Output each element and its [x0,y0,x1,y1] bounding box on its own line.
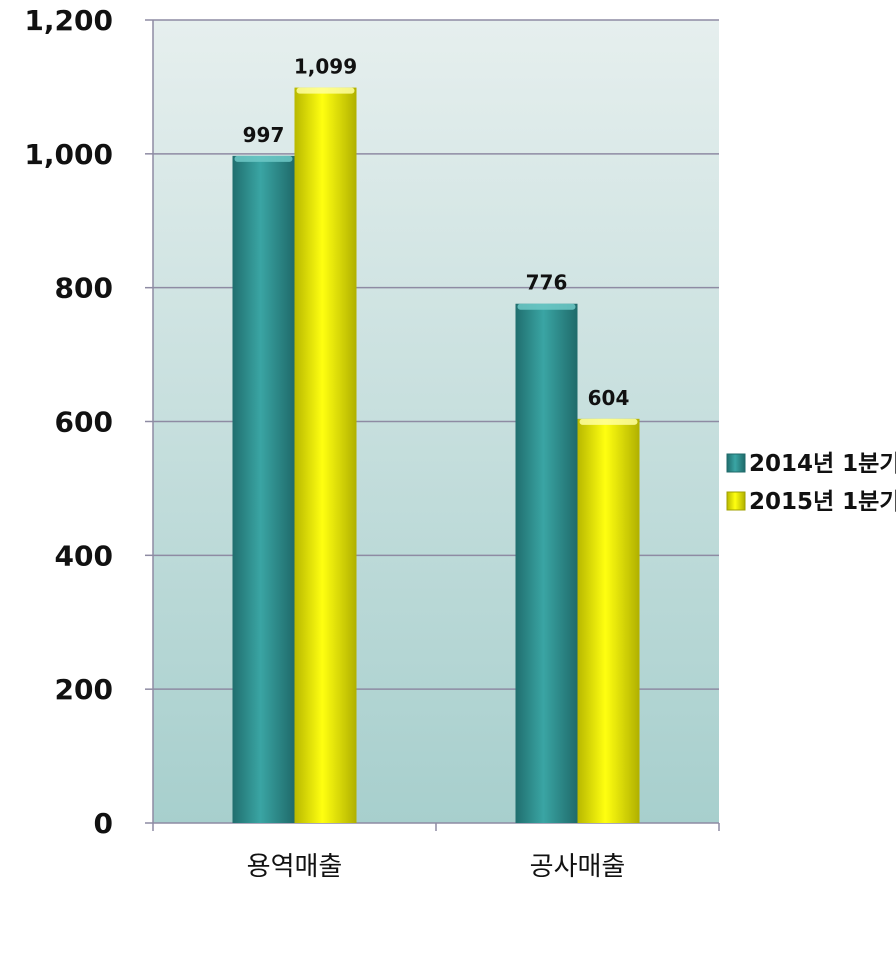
y-tick-label: 600 [55,406,113,439]
bar-top-bevel [296,87,355,94]
bar-body [515,303,578,823]
x-tick-label: 공사매출 [530,852,626,882]
y-tick-label: 400 [55,539,113,572]
bar-top-bevel [234,155,293,162]
bar-series2 [294,87,357,824]
y-tick-label: 200 [55,673,113,706]
bar-top-bevel [579,418,638,425]
data-labels: 997 1,099 776 604 [243,55,630,410]
data-label: 604 [588,386,630,410]
bar-body [232,155,295,824]
bars [232,87,640,824]
bar-series2 [577,418,640,823]
legend-swatch [726,453,746,473]
bar-body [577,418,640,823]
y-tick-label: 800 [55,272,113,305]
bar-series1 [515,303,578,823]
y-tick-label: 1,000 [24,138,113,171]
data-label: 776 [526,271,568,295]
bar-series1 [232,155,295,824]
legend-item: 2015년 1분기 [726,489,896,515]
legend-label: 2014년 1분기 [749,451,896,477]
legend: 2014년 1분기 2015년 1분기 [726,451,896,515]
data-label: 1,099 [294,55,357,79]
bar-body [294,87,357,824]
legend-swatch [726,491,746,511]
data-label: 997 [243,123,285,147]
legend-item: 2014년 1분기 [726,451,896,477]
tick-labels: 0 200 400 600 800 1,000 1,200 용역매출 공사매출 [24,4,625,882]
y-tick-label: 0 [94,807,113,840]
y-tick-label: 1,200 [24,4,113,37]
bar-top-bevel [517,303,576,310]
legend-label: 2015년 1분기 [749,489,896,515]
x-tick-label: 용역매출 [247,852,343,882]
